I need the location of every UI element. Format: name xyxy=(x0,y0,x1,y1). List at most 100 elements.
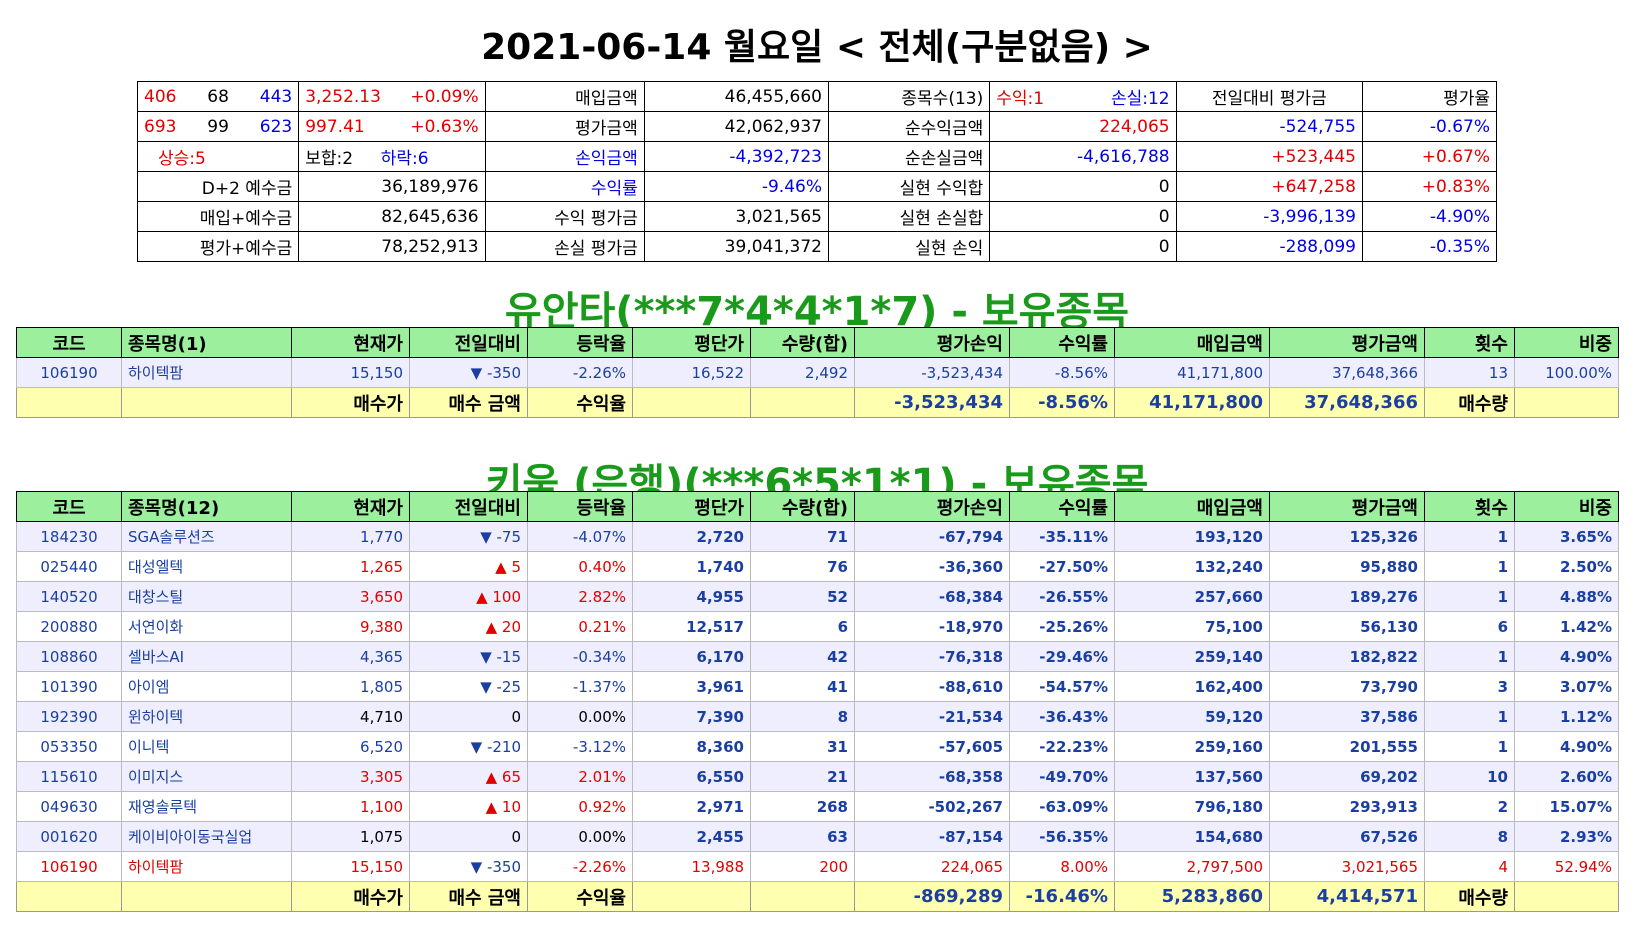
column-header: 종목명(1) xyxy=(121,327,292,358)
footer-total-purchase: 5,283,860 xyxy=(1114,881,1270,912)
stock-code: 192390 xyxy=(16,701,122,732)
table-cell: 31 xyxy=(750,731,855,762)
column-header: 평가손익 xyxy=(854,491,1010,522)
index-cell: 406 68 443 xyxy=(136,81,300,112)
table-cell: 259,160 xyxy=(1114,731,1270,762)
table-cell: -88,610 xyxy=(854,671,1010,702)
table-cell: 42 xyxy=(750,641,855,672)
table-cell: 268 xyxy=(750,791,855,822)
table-cell: 193,120 xyxy=(1114,521,1270,552)
table-cell: 137,560 xyxy=(1114,761,1270,792)
fall-count: 하락:6 xyxy=(380,149,429,169)
value-cell: +0.83% xyxy=(1361,171,1498,202)
down-count: 443 xyxy=(259,86,293,107)
table-header-row: 코드 종목명(1) 현재가 전일대비 등락율 평단가 수량(합) 평가손익 수익률 매입금액 평가금… xyxy=(16,327,1619,358)
table-cell: 76 xyxy=(750,551,855,582)
change-cell: ▼ -350 xyxy=(409,851,528,882)
table-cell: -2.26% xyxy=(527,851,633,882)
table-row: 115610 이미지스 3,305 ▲ 65 2.01% 6,550 21 -68,358 -4… xyxy=(16,761,1619,792)
table-cell: 1.42% xyxy=(1514,611,1619,642)
footer-total-purchase: 41,171,800 xyxy=(1114,387,1270,418)
value-cell: +647,258 xyxy=(1175,171,1363,202)
stock-code: 108860 xyxy=(16,641,122,672)
column-header: 평단가 xyxy=(632,491,751,522)
table-cell: 132,240 xyxy=(1114,551,1270,582)
stock-name: 케이비아이동국실업 xyxy=(121,821,292,852)
table-cell: -54.57% xyxy=(1009,671,1115,702)
index-value-cell: 997.41 +0.63% xyxy=(298,111,486,142)
column-header: 등락율 xyxy=(527,491,633,522)
label-cell: 평가율 xyxy=(1361,81,1498,112)
table-cell: -76,318 xyxy=(854,641,1010,672)
table-cell: 3,650 xyxy=(291,581,410,612)
table-cell: 8.00% xyxy=(1009,851,1115,882)
table-cell: 4 xyxy=(1424,851,1515,882)
table-cell: 71 xyxy=(750,521,855,552)
stock-code: 001620 xyxy=(16,821,122,852)
label-cell: 매입금액 xyxy=(484,81,645,112)
table-cell: 8 xyxy=(750,701,855,732)
loss-count: 손실:12 xyxy=(1110,89,1170,109)
stock-name: 아이엠 xyxy=(121,671,292,702)
footer-label: 매수량 xyxy=(1424,387,1515,418)
table-cell: 2,971 xyxy=(632,791,751,822)
table-cell: 95,880 xyxy=(1269,551,1425,582)
value-cell: -4.90% xyxy=(1361,201,1498,232)
value-cell: 39,041,372 xyxy=(643,231,830,262)
footer-label: 매수 금액 xyxy=(409,387,528,418)
table-cell: 2.60% xyxy=(1514,761,1619,792)
footer-label: 매수 금액 xyxy=(409,881,528,912)
index-cell: 693 99 623 xyxy=(136,111,300,142)
summary-footer-row: 매수가 매수 금액 수익율 -3,523,434 -8.56% 41,171,800 37,… xyxy=(16,387,1619,418)
table-row: 025440 대성엘텍 1,265 ▲ 5 0.40% 1,740 76 -36,360 -27… xyxy=(16,551,1619,582)
table-cell: 52.94% xyxy=(1514,851,1619,882)
table-cell: 67,526 xyxy=(1269,821,1425,852)
table-cell: 3,305 xyxy=(291,761,410,792)
table-cell: 3,021,565 xyxy=(1269,851,1425,882)
table-cell: 37,586 xyxy=(1269,701,1425,732)
table-cell: 63 xyxy=(750,821,855,852)
label-cell: 수익률 xyxy=(484,171,645,202)
value-cell: 46,455,660 xyxy=(643,81,830,112)
stock-code: 184230 xyxy=(16,521,122,552)
table-cell: 6,520 xyxy=(291,731,410,762)
footer-total-rate: -8.56% xyxy=(1009,387,1115,418)
table-cell: 6 xyxy=(1424,611,1515,642)
table-cell: 1 xyxy=(1424,701,1515,732)
footer-empty xyxy=(16,881,122,912)
table-row: 140520 대창스틸 3,650 ▲ 100 2.82% 4,955 52 -68,384-… xyxy=(16,581,1619,612)
summary-row: D+2 예수금 36,189,976 수익률 -9.46% 실현 수익합 0 +… xyxy=(136,171,1498,202)
index-value: 997.41 xyxy=(305,116,365,137)
stock-name: 셀바스AI xyxy=(121,641,292,672)
down-count: 623 xyxy=(259,116,293,137)
value-cell: -524,755 xyxy=(1175,111,1363,142)
stock-code: 106190 xyxy=(16,851,122,882)
table-cell: 0.00% xyxy=(527,701,633,732)
table-cell: 4,955 xyxy=(632,581,751,612)
table-cell: -4.07% xyxy=(527,521,633,552)
table-row: 001620 케이비아이동국실업 1,075 0 0.00% 2,455 63 -87,154… xyxy=(16,821,1619,852)
stock-name: 대창스틸 xyxy=(121,581,292,612)
column-header: 평가금액 xyxy=(1269,327,1425,358)
stock-code: 115610 xyxy=(16,761,122,792)
table-cell: 3.65% xyxy=(1514,521,1619,552)
table-cell: 1 xyxy=(1424,641,1515,672)
value-cell: -0.35% xyxy=(1361,231,1498,262)
table-cell: 3.07% xyxy=(1514,671,1619,702)
column-header: 현재가 xyxy=(291,491,410,522)
footer-empty xyxy=(1514,387,1619,418)
table-cell: 125,326 xyxy=(1269,521,1425,552)
table-cell: 12,517 xyxy=(632,611,751,642)
value-cell: -0.67% xyxy=(1361,111,1498,142)
change-cell: ▲ 5 xyxy=(409,551,528,582)
table-cell: 56,130 xyxy=(1269,611,1425,642)
table-cell: -57,605 xyxy=(854,731,1010,762)
table-cell: -26.55% xyxy=(1009,581,1115,612)
table-cell: -56.35% xyxy=(1009,821,1115,852)
table-cell: 75,100 xyxy=(1114,611,1270,642)
table-cell: 1,075 xyxy=(291,821,410,852)
value-cell: 0 xyxy=(989,171,1177,202)
footer-empty xyxy=(750,387,855,418)
index-change: +0.09% xyxy=(410,86,479,107)
table-cell: 796,180 xyxy=(1114,791,1270,822)
